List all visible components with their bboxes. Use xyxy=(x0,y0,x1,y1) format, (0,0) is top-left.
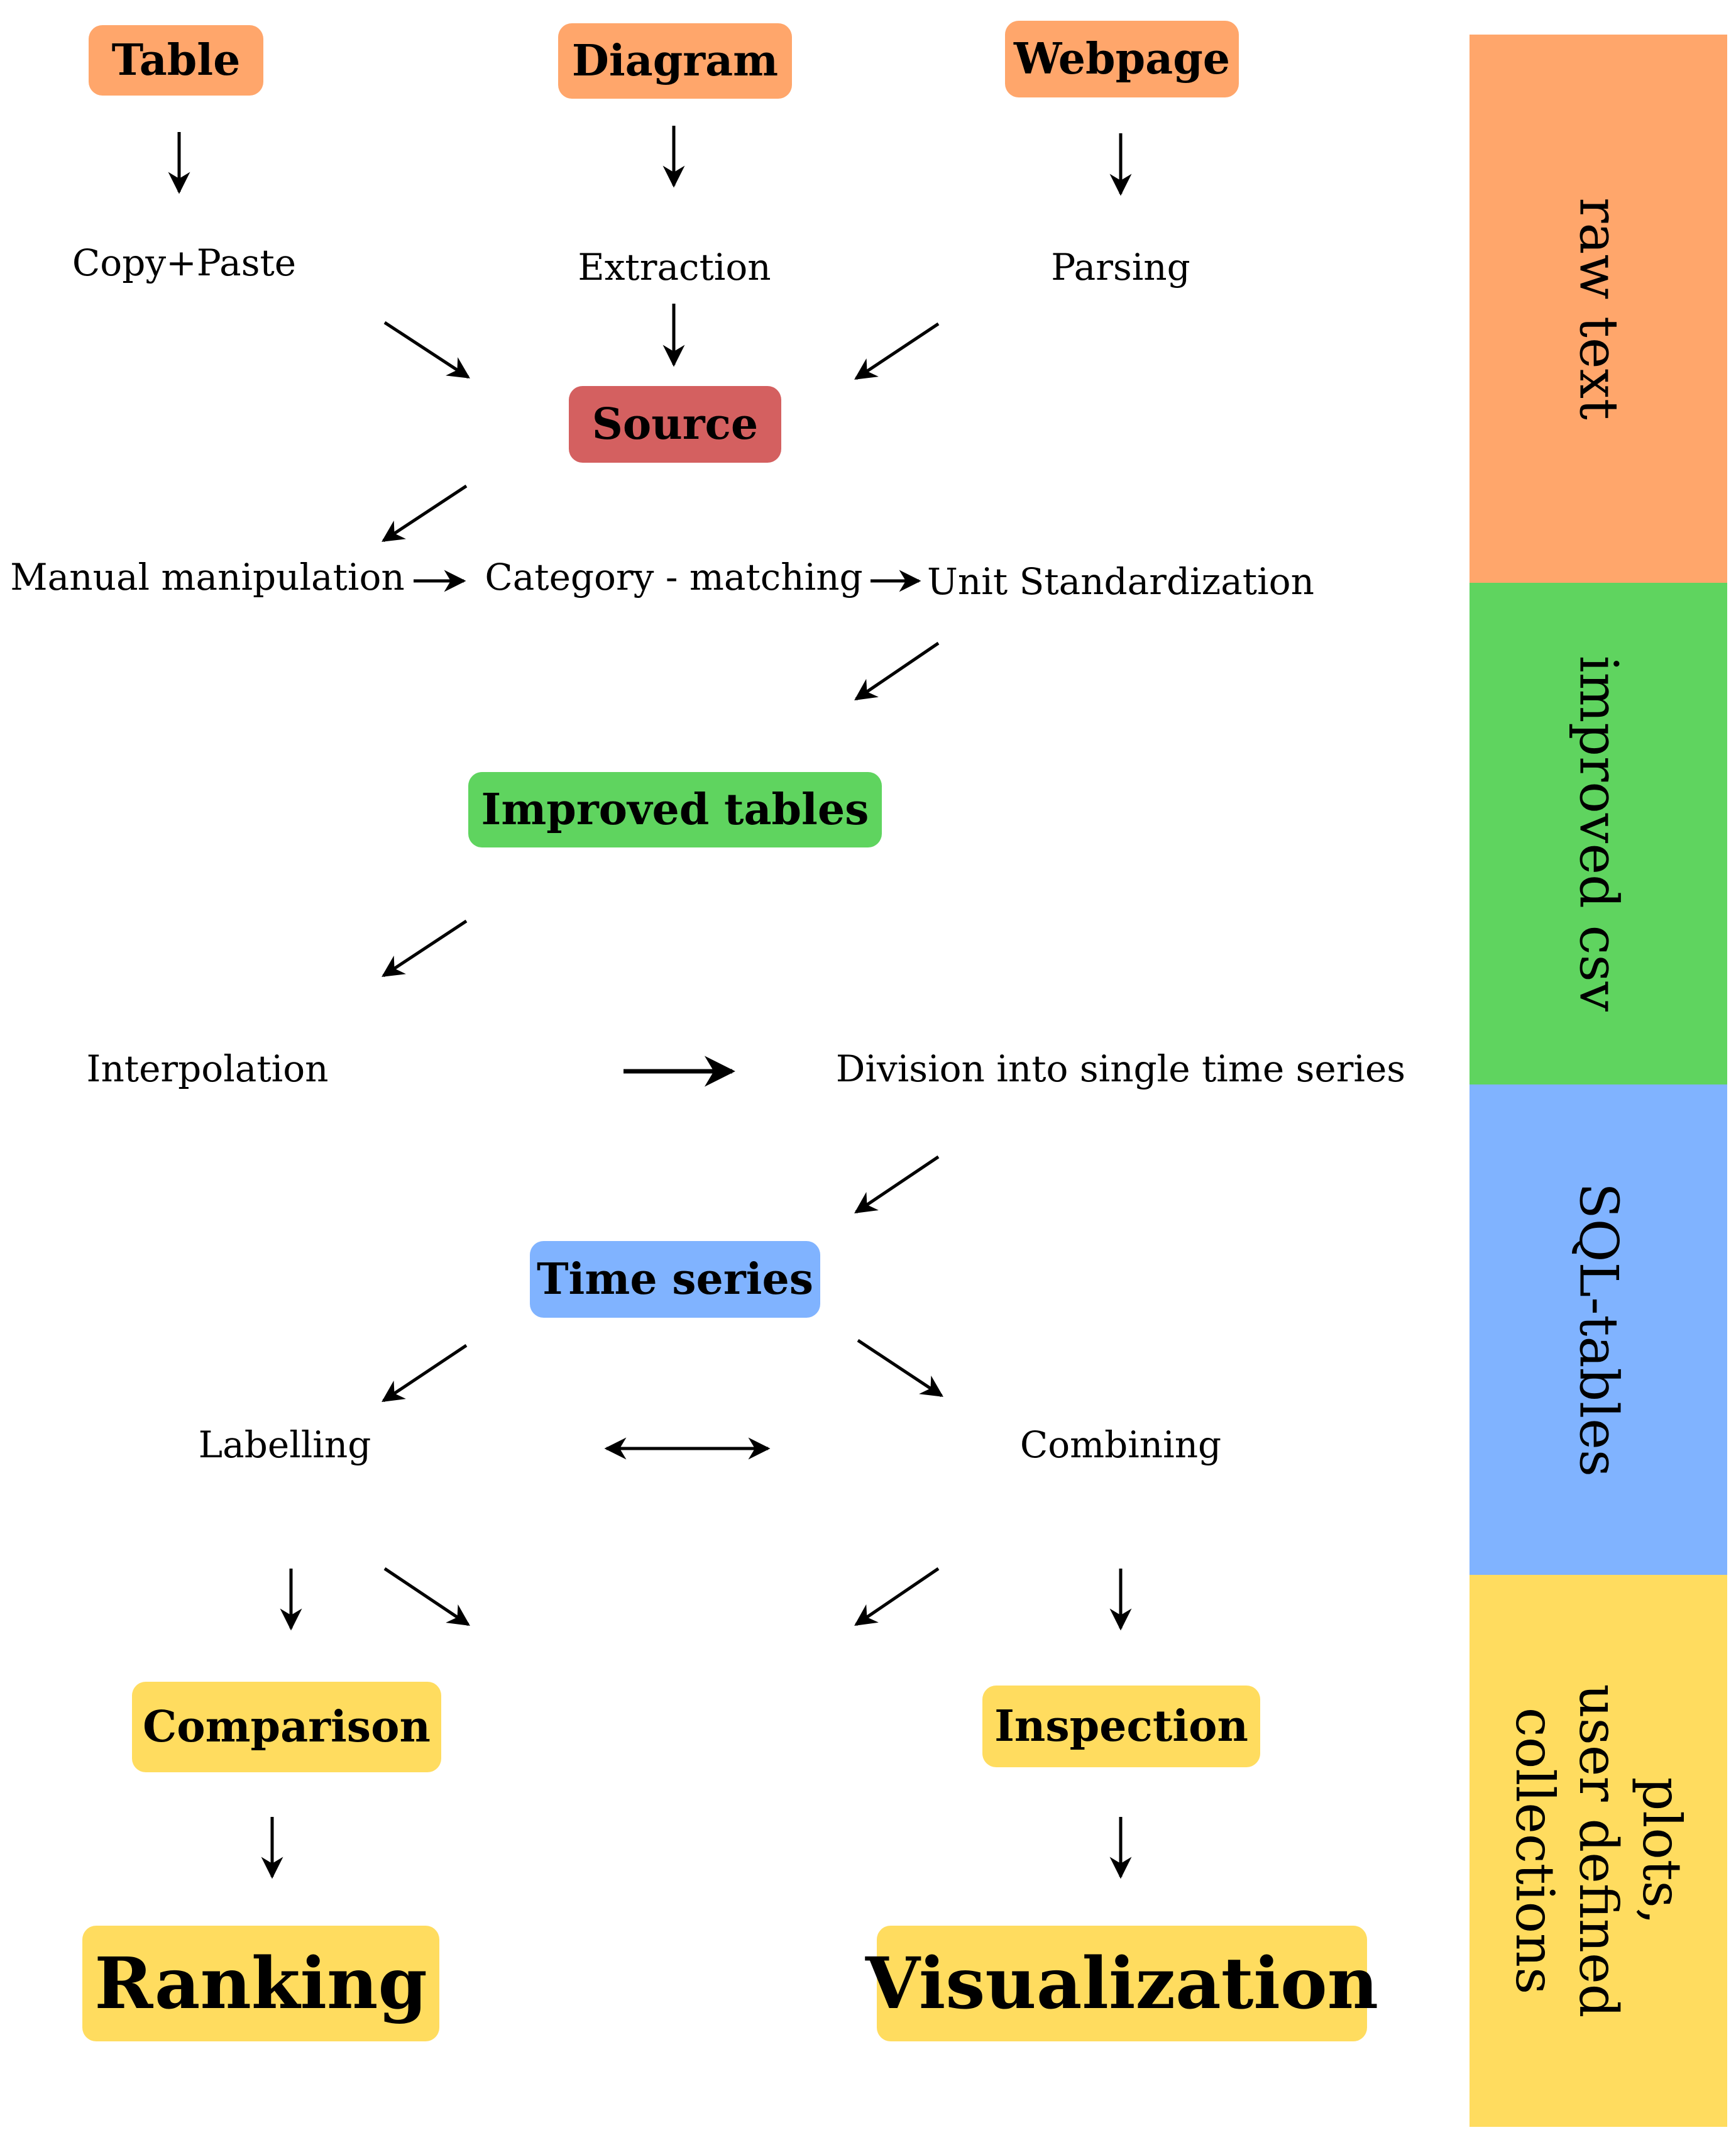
step-manual-manipulation: Manual manipulation xyxy=(10,556,405,599)
band-improved-csv: improved csv xyxy=(1470,583,1727,1084)
node-source: Source xyxy=(569,386,781,463)
arrow-combining-comparison xyxy=(854,1567,940,1626)
node-diagram: Diagram xyxy=(558,23,792,99)
step-parsing: Parsing xyxy=(1051,246,1190,289)
band-sql-tables: SQL-tables xyxy=(1470,1084,1727,1575)
arrow-unit-improved xyxy=(854,641,940,701)
node-comparison: Comparison xyxy=(132,1682,441,1772)
node-inspection: Inspection xyxy=(982,1686,1260,1767)
arrow-copy-source xyxy=(383,321,470,379)
node-table: Table xyxy=(89,25,263,96)
arrow-source-manual xyxy=(382,484,468,543)
node-webpage: Webpage xyxy=(1005,21,1239,97)
step-interpolation: Interpolation xyxy=(86,1047,329,1090)
arrow-timeseries-labelling xyxy=(382,1344,468,1403)
arrow-division-timeseries xyxy=(854,1155,940,1214)
arrow-parsing-source xyxy=(854,322,940,380)
node-visualization: Visualization xyxy=(865,1926,1378,2041)
band-raw-text: raw text xyxy=(1470,35,1727,583)
step-division: Division into single time series xyxy=(835,1047,1406,1090)
step-extraction: Extraction xyxy=(578,246,771,289)
arrow-labelling-inspection xyxy=(383,1567,470,1626)
step-unit-standardization: Unit Standardization xyxy=(927,560,1314,603)
node-time-series: Time series xyxy=(530,1241,820,1318)
step-combining: Combining xyxy=(1019,1423,1222,1466)
node-improved-tables: Improved tables xyxy=(468,772,882,847)
step-category-matching: Category - matching xyxy=(485,556,863,599)
band-plots: plots, user defined collections xyxy=(1470,1575,1727,2127)
step-labelling: Labelling xyxy=(198,1423,371,1466)
arrow-timeseries-combining xyxy=(857,1338,943,1398)
arrow-improved-interpolation xyxy=(382,919,468,978)
node-ranking: Ranking xyxy=(82,1926,439,2041)
step-copy-paste: Copy+Paste xyxy=(72,241,297,284)
